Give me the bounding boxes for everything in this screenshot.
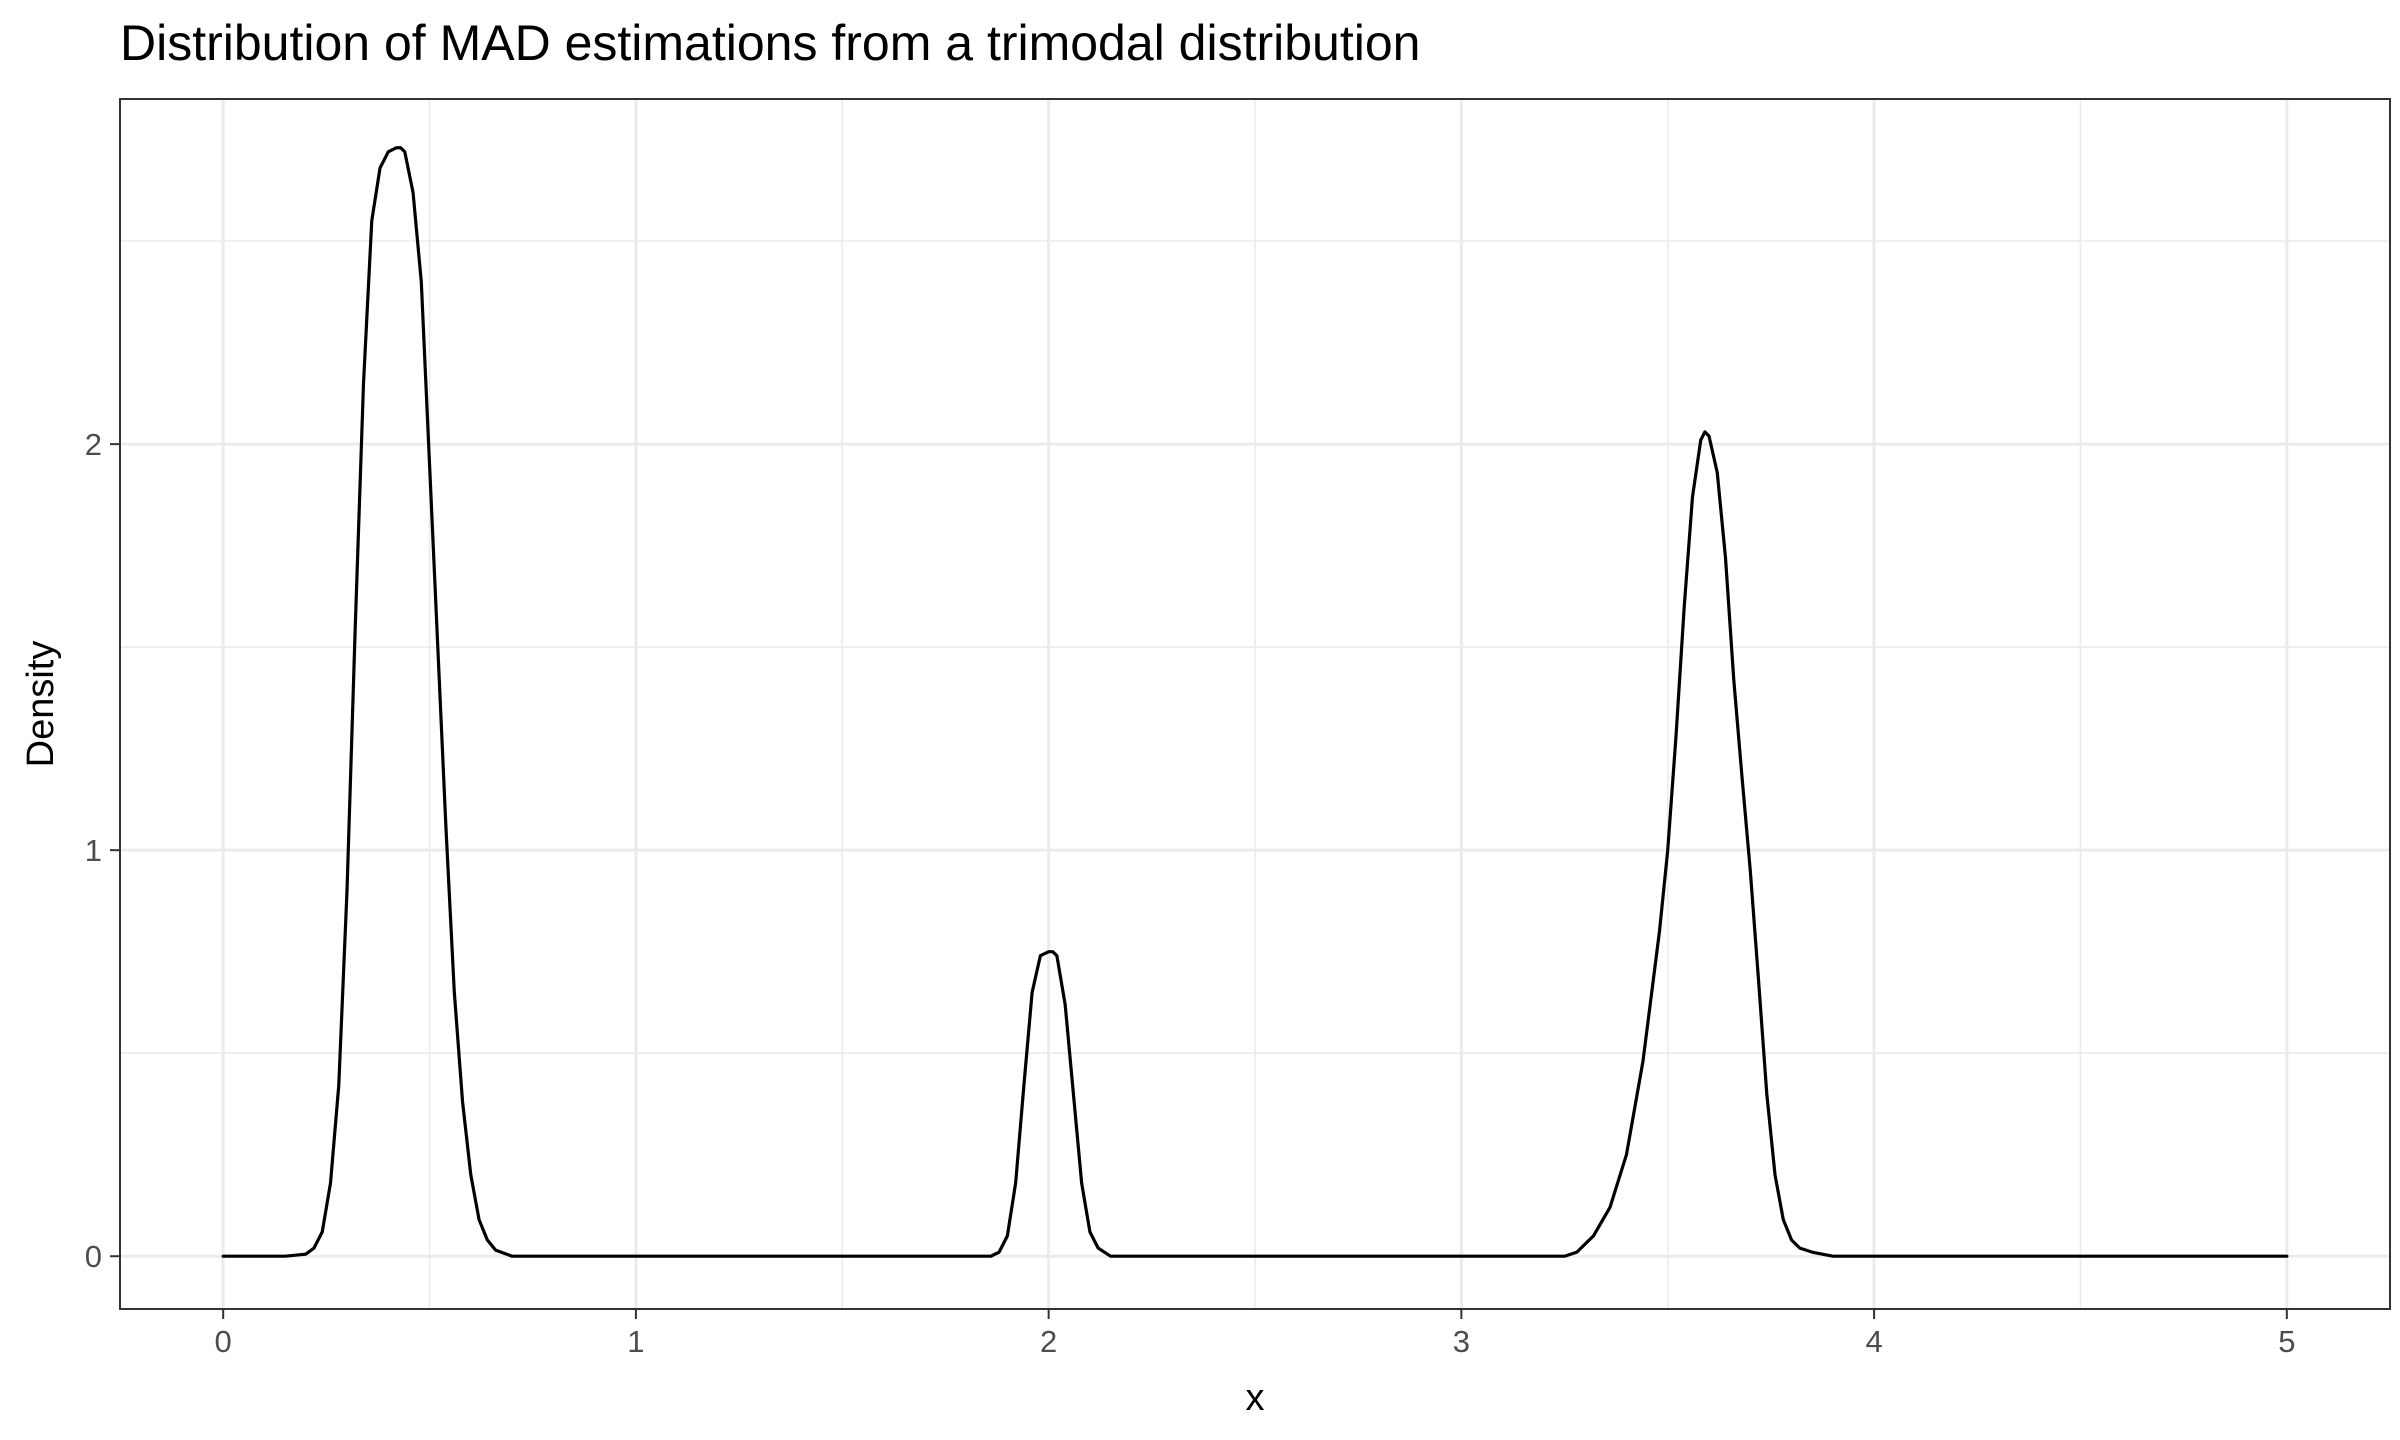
x-tick-label: 5 <box>2278 1324 2295 1359</box>
plot-grid <box>120 99 2390 1309</box>
y-tick-label: 1 <box>85 833 102 868</box>
y-axis-title: Density <box>20 641 62 768</box>
plot-panel-border <box>119 98 2391 1310</box>
x-tick-label: 1 <box>627 1324 644 1359</box>
x-tick-label: 3 <box>1453 1324 1470 1359</box>
x-tick-label: 2 <box>1040 1324 1057 1359</box>
y-tick-label: 0 <box>85 1239 102 1274</box>
y-tick-label: 2 <box>85 427 102 462</box>
x-tick-label: 0 <box>215 1324 232 1359</box>
x-axis-title: x <box>1246 1377 1265 1419</box>
y-axis: 0 1 2 <box>85 427 120 1274</box>
chart-title: Distribution of MAD estimations from a t… <box>120 15 1420 71</box>
x-axis: 0 1 2 3 4 5 <box>215 1309 2295 1359</box>
x-tick-label: 4 <box>1865 1324 1882 1359</box>
density-series-line <box>221 146 2289 1258</box>
